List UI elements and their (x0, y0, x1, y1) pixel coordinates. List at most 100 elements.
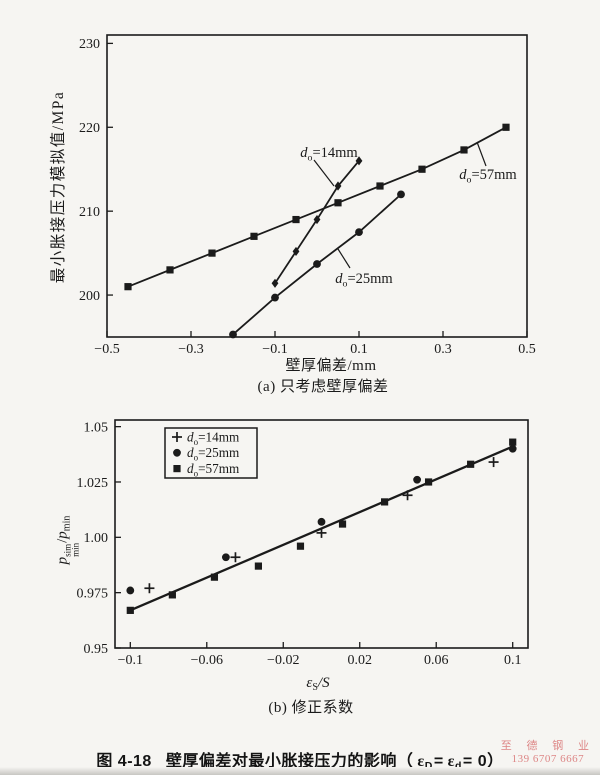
chart-a-y-axis-label: 最小胀接压力模拟值/MPa (50, 90, 67, 284)
chart-b-frame (114, 419, 529, 649)
sub-min-2: min (61, 515, 73, 532)
series-do-57mm-marker (338, 520, 347, 528)
chart-a-subtitle: (a) 只考虑壁厚偏差 (257, 379, 389, 395)
chart-b-y-tick-label: 1.05 (84, 420, 109, 435)
annotation-leader-line (313, 159, 335, 187)
series-do-57mm-marker (250, 232, 258, 240)
chart-a-y-tick-label: 200 (79, 289, 100, 304)
series-do-57mm-marker (126, 606, 134, 614)
series-do-25mm-marker (397, 190, 405, 199)
chart-a-y-tick-label: 230 (79, 37, 100, 52)
series-do-25mm-marker (271, 293, 279, 302)
chart-a-y-tick-label: 210 (79, 205, 100, 220)
series-do-14mm-marker (355, 156, 363, 166)
series-do-14mm-marker (271, 278, 279, 288)
paren-open: （ (396, 753, 414, 770)
chart-b-x-tick-label: 0.02 (347, 653, 372, 668)
series-do-25mm-marker (355, 228, 363, 237)
series-do-57mm-marker (296, 542, 305, 550)
sim-min-supsub: sim min (63, 542, 81, 557)
annotation-leader-line (337, 248, 351, 269)
p-min-symbol: p (54, 531, 71, 539)
watermark-company: 至 德 钢 业 (500, 740, 595, 752)
chart-a-x-tick-label: −0.1 (262, 342, 287, 357)
chart-b-y-tick-label: 1.025 (77, 476, 109, 491)
series-do-57mm-marker (210, 573, 219, 581)
chart-b-x-axis-label: εS/S (306, 675, 329, 693)
series-do-57mm-marker (292, 215, 300, 224)
series-do-25mm-marker (229, 330, 237, 339)
chart-b-y-axis-label: p sim min/pmin (54, 515, 81, 565)
chart-b-y-tick-label: 1.00 (84, 531, 109, 546)
series-do-57mm-marker (254, 562, 263, 570)
legend-label: do=14mm (187, 429, 240, 447)
series-do-57mm-marker (509, 438, 517, 446)
sub-s: S (312, 682, 318, 693)
series-do-14mm-marker (334, 181, 342, 191)
chart-b-subtitle: (b) 修正系数 (268, 700, 354, 716)
paren-close: ） (487, 753, 504, 770)
series-do-57mm-marker (166, 266, 174, 274)
chart-a-x-tick-label: 0.3 (434, 342, 452, 357)
chart-a-x-tick-label: 0.5 (518, 342, 536, 357)
series-do-57mm-line (127, 126, 507, 288)
series-do-25mm-marker (313, 260, 321, 268)
sub-d: d (455, 760, 462, 772)
chart-b-x-tick-label: −0.1 (118, 653, 143, 668)
series-do-57mm-marker (502, 123, 510, 131)
series-do-25mm-marker (508, 444, 517, 453)
series-do-14mm-marker (313, 214, 321, 225)
series-do-57mm-marker (124, 283, 132, 291)
slash-s: /S (317, 675, 330, 691)
chart-a-y-tick-label: 220 (79, 121, 100, 136)
series-do-57mm-marker (168, 591, 176, 599)
epsilon-d-symbol: ε (447, 753, 455, 770)
sub-D: D (424, 760, 433, 772)
legend-marker-circle (173, 448, 181, 457)
sub-min: min (70, 542, 81, 557)
series-do-57mm-marker (424, 478, 433, 486)
watermark-phone: 139 6707 6667 (511, 753, 585, 765)
scan-edge-shadow (0, 767, 600, 775)
chart-b-x-tick-label: −0.06 (191, 653, 223, 668)
annotation-leader-line (476, 141, 487, 167)
series-do-57mm-marker (376, 182, 384, 190)
series-do-25mm-marker (317, 517, 326, 526)
annotation-label: do=57mm (459, 167, 517, 186)
chart-b-y-tick-label: 0.975 (77, 586, 109, 601)
series-do-57mm-marker (208, 249, 216, 257)
epsilon-symbol: ε (306, 675, 313, 691)
chart-a-x-tick-label: −0.5 (94, 342, 119, 357)
chart-b-x-tick-label: 0.06 (424, 653, 449, 668)
annotation-label: do=25mm (335, 271, 393, 290)
watermark: 至 德 钢 业 139 6707 6667 (501, 740, 595, 766)
equals-1: = (433, 753, 444, 770)
legend-marker-square (173, 465, 181, 473)
legend-box (164, 427, 258, 479)
chart-a-x-tick-label: 0.1 (350, 342, 368, 357)
series-do-57mm-marker (418, 165, 426, 173)
figure-number: 图 4-18 (96, 753, 152, 770)
series-do-57mm-marker (460, 146, 468, 154)
chart-b-y-tick-label: 0.95 (84, 642, 109, 657)
caption-title: 壁厚偏差对最小胀接压力的影响 (165, 753, 397, 770)
annotation-label: do=14mm (300, 145, 358, 164)
series-do-57mm-marker (380, 498, 389, 506)
equals-zero: = 0 (462, 753, 488, 770)
series-do-25mm-marker (126, 586, 135, 595)
chart-b-x-tick-label: 0.1 (504, 653, 522, 668)
figure-caption: 图 4-18 壁厚偏差对最小胀接压力的影响（ εD= εd= 0） (0, 747, 600, 772)
chart-a-x-axis-label: 壁厚偏差/mm (285, 358, 377, 374)
series-do-25mm-marker (413, 475, 422, 484)
chart-b-x-tick-label: −0.02 (267, 653, 299, 668)
legend-label: do=57mm (187, 461, 240, 479)
series-do-57mm-marker (467, 460, 475, 468)
series-do-14mm-marker (292, 246, 300, 257)
chart-a-frame (106, 34, 528, 338)
epsilon-D-symbol: ε (417, 753, 425, 770)
chart-a-x-tick-label: −0.3 (178, 342, 203, 357)
p-sim-symbol: p (54, 556, 71, 565)
legend-label: do=25mm (187, 445, 240, 463)
